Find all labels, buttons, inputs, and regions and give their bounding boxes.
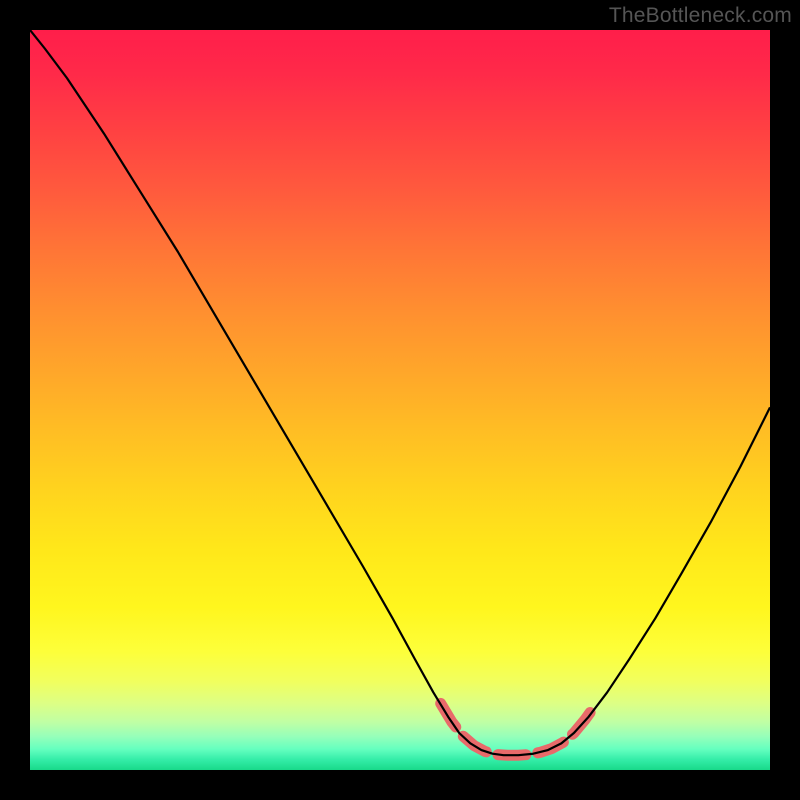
chart-frame: TheBottleneck.com (0, 0, 800, 800)
chart-svg (30, 30, 770, 770)
plot-area (30, 30, 770, 770)
watermark-text: TheBottleneck.com (609, 4, 792, 28)
gradient-background (30, 30, 770, 770)
